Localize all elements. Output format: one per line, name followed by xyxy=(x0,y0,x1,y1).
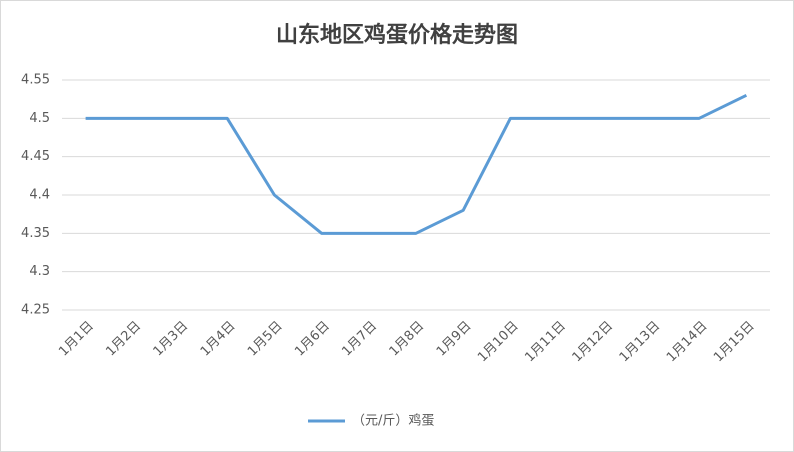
line-series xyxy=(85,93,748,235)
y-tick-label: 4.3 xyxy=(29,264,50,279)
y-tick-label: 4.45 xyxy=(21,149,50,164)
legend-label: （元/斤）鸡蛋 xyxy=(352,413,434,429)
y-tick-label: 4.4 xyxy=(29,188,50,203)
chart-title: 山东地区鸡蛋价格走势图 xyxy=(276,22,518,48)
y-tick-label: 4.5 xyxy=(29,111,50,126)
y-tick-label: 4.25 xyxy=(21,303,50,318)
y-tick-label: 4.35 xyxy=(21,226,50,241)
y-tick-label: 4.55 xyxy=(21,73,50,88)
